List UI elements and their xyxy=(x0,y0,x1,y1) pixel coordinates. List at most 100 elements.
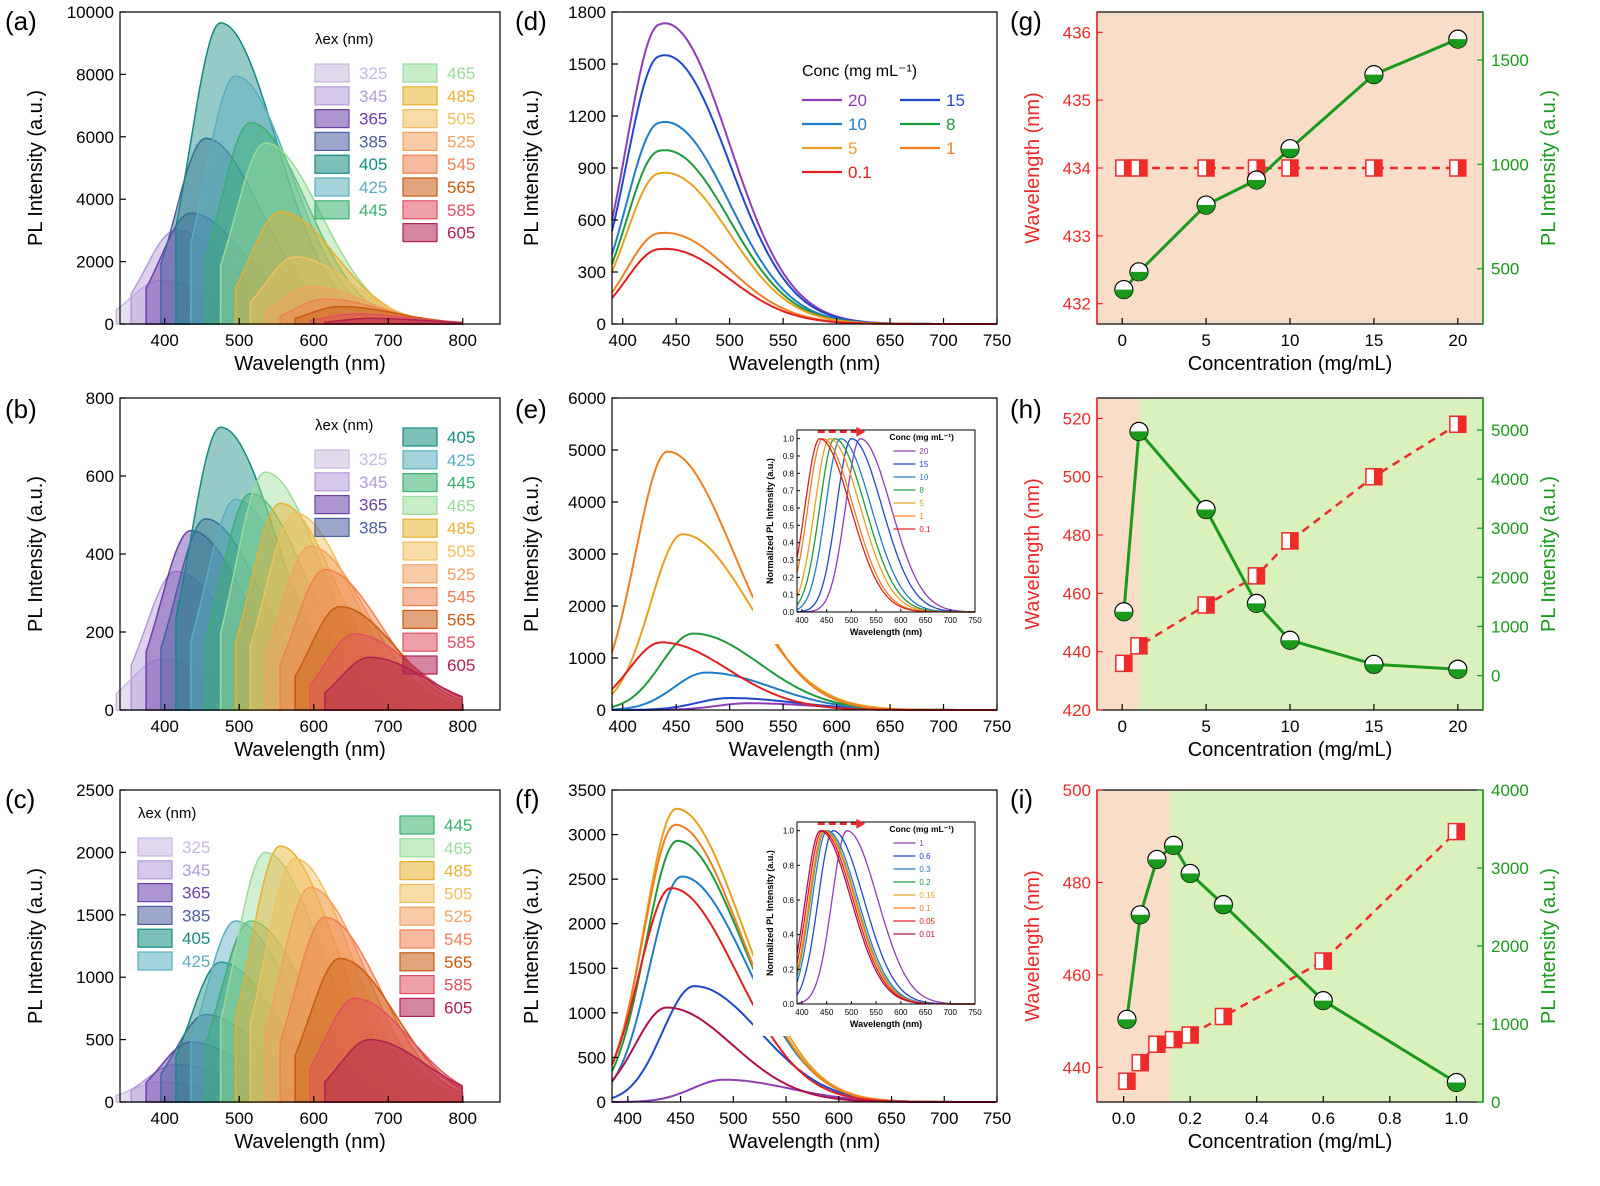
intensity-marker-half xyxy=(1181,873,1200,883)
x-tick-label: 600 xyxy=(300,717,328,736)
panel-a: 400 500 600 700 8000200040006000800010000Wav… xyxy=(25,3,501,375)
excitation-area-485 xyxy=(234,845,465,1103)
x-axis-label: Wavelength (nm) xyxy=(729,353,881,375)
wavelength-marker-half xyxy=(1126,1073,1135,1090)
inset-y-tick-label: 0.7 xyxy=(783,487,795,496)
legend-label-445: 445 xyxy=(359,201,387,220)
x-tick-label: 750 xyxy=(983,717,1011,736)
wavelength-marker-half xyxy=(1206,160,1215,176)
inset-x-tick-label: 400 xyxy=(795,616,809,625)
x-tick-label: 800 xyxy=(449,717,477,736)
inset-legend-label-1: 1 xyxy=(919,512,924,521)
legend-label-425: 425 xyxy=(447,451,475,470)
y-left-tick-label: 460 xyxy=(1063,584,1091,603)
excitation-area-445 xyxy=(204,920,463,1103)
legend-label-405: 405 xyxy=(447,428,475,447)
y-right-tick-label: 3000 xyxy=(1491,519,1529,538)
intensity-marker-half xyxy=(1281,148,1299,158)
inset-y-tick-label: 0.5 xyxy=(783,521,795,530)
y-tick-label: 900 xyxy=(578,159,606,178)
excitation-area-525 xyxy=(264,886,464,1103)
x-tick-label: 750 xyxy=(983,1109,1011,1128)
y-tick-label: 500 xyxy=(578,1048,606,1067)
inset-x-tick-label: 700 xyxy=(944,1008,958,1017)
wavelength-marker-half xyxy=(1138,637,1147,654)
inset-y-tick-label: 0.9 xyxy=(783,452,795,461)
x-tick-label: 5 xyxy=(1201,717,1210,736)
y-right-tick-label: 3000 xyxy=(1491,859,1529,878)
legend-label-345: 345 xyxy=(359,473,387,492)
wavelength-marker-half xyxy=(1123,655,1132,672)
x-tick-label: 650 xyxy=(876,717,904,736)
legend-swatch-525 xyxy=(399,906,435,926)
inset-legend-title: Conc (mg mL⁻¹) xyxy=(889,432,954,442)
inset-legend-label-8: 8 xyxy=(919,486,924,495)
y-tick-label: 1000 xyxy=(568,1004,606,1023)
inset-legend-label-0.3: 0.3 xyxy=(919,865,931,874)
y-tick-label: 8000 xyxy=(76,65,114,84)
x-tick-label: 500 xyxy=(719,1109,747,1128)
legend-label-485: 485 xyxy=(447,87,475,106)
legend-swatch-325 xyxy=(137,837,173,857)
y-tick-label: 1000 xyxy=(76,968,114,987)
y-tick-label: 2000 xyxy=(568,915,606,934)
y-tick-label: 4000 xyxy=(76,190,114,209)
legend-label-405: 405 xyxy=(182,929,210,948)
legend-label-525: 525 xyxy=(447,132,475,151)
x-tick-label: 750 xyxy=(983,331,1011,350)
inset-legend-label-0.2: 0.2 xyxy=(919,878,931,887)
inset-y-tick-label: 0.8 xyxy=(783,861,795,870)
x-tick-label: 450 xyxy=(662,717,690,736)
x-tick-label: 1.0 xyxy=(1445,1109,1469,1128)
x-tick-label: 550 xyxy=(769,331,797,350)
x-tick-label: 400 xyxy=(151,1109,179,1128)
legend-label-545: 545 xyxy=(447,155,475,174)
legend-label-1: 1 xyxy=(946,139,955,158)
wavelength-marker-half xyxy=(1138,160,1147,176)
inset-legend-label-0.1: 0.1 xyxy=(919,904,931,913)
x-tick-label: 400 xyxy=(151,331,179,350)
inset-legend-label-20: 20 xyxy=(919,447,928,456)
y-right-tick-label: 500 xyxy=(1491,260,1519,279)
y-tick-label: 600 xyxy=(86,467,114,486)
legend-swatch-405 xyxy=(137,928,173,948)
legend-swatch-365 xyxy=(314,108,350,129)
wavelength-marker-half xyxy=(1290,532,1298,549)
wavelength-marker-half xyxy=(1457,416,1466,433)
inset-y-tick-label: 0.6 xyxy=(783,896,795,905)
y-tick-label: 0 xyxy=(597,1093,606,1112)
legend-swatch-405 xyxy=(314,154,350,174)
inset-x-tick-label: 650 xyxy=(919,1008,933,1017)
legend-title: λex (nm) xyxy=(315,31,373,48)
x-tick-label: 0.2 xyxy=(1178,1109,1202,1128)
y-axis-label: PL Intensity (a.u.) xyxy=(25,476,47,632)
excitation-area-565 xyxy=(294,957,464,1103)
y-left-tick-label: 440 xyxy=(1063,1058,1091,1077)
y-tick-label: 0 xyxy=(597,701,606,720)
inset-x-tick-label: 500 xyxy=(845,616,859,625)
wavelength-marker-half xyxy=(1156,1036,1165,1053)
inset-x-tick-label: 600 xyxy=(894,1008,908,1017)
legend-label-365: 365 xyxy=(359,496,387,515)
legend-swatch-425 xyxy=(137,951,173,971)
legend-label-385: 385 xyxy=(182,906,210,925)
legend-title: λex (nm) xyxy=(315,417,373,434)
panel-f: 400 450 500 550 600 650 700 7500500100015002000… xyxy=(521,781,1011,1153)
panel-d: 400 450 500 550 600 650 700 7500300600900120015… xyxy=(521,3,1011,375)
inset-y-tick-label: 0.6 xyxy=(783,504,795,513)
legend-label-485: 485 xyxy=(447,519,475,538)
legend-label-605: 605 xyxy=(447,656,475,675)
panel-label-d: (d) xyxy=(515,6,547,36)
y-right-tick-label: 1500 xyxy=(1491,51,1529,70)
y-axis-label: PL Intensity (a.u.) xyxy=(521,476,543,632)
y-tick-label: 1500 xyxy=(568,959,606,978)
legend-swatch-485 xyxy=(402,86,438,106)
excitation-area-445 xyxy=(204,492,463,711)
x-tick-label: 800 xyxy=(449,331,477,350)
y-left-tick-label: 436 xyxy=(1063,23,1091,42)
legend-label-525: 525 xyxy=(447,565,475,584)
y-right-tick-label: 5000 xyxy=(1491,421,1529,440)
legend-swatch-445 xyxy=(402,473,438,493)
wavelength-marker-half xyxy=(1290,160,1298,176)
